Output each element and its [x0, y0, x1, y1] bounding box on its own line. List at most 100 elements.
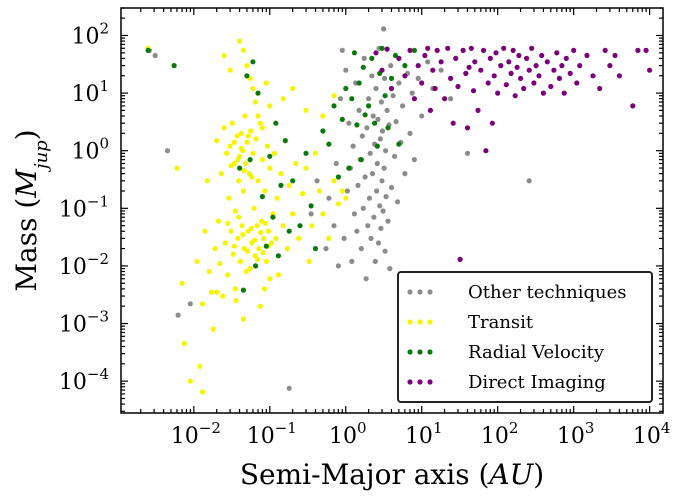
data-point [308, 203, 314, 209]
data-point [643, 47, 649, 54]
data-point [466, 64, 472, 70]
data-point [225, 220, 231, 226]
data-point [320, 128, 326, 134]
data-point [230, 251, 236, 257]
data-point [236, 178, 242, 184]
data-point [559, 63, 565, 69]
data-point [354, 228, 360, 234]
data-point [235, 235, 241, 241]
data-point [308, 211, 314, 217]
legend-label: Direct Imaging [468, 372, 606, 393]
data-point [250, 59, 256, 65]
data-point [268, 240, 274, 246]
data-point [383, 148, 389, 154]
data-point [293, 160, 299, 167]
data-point [326, 141, 332, 147]
data-point [472, 59, 478, 65]
data-point [364, 125, 370, 131]
data-point [312, 246, 319, 252]
x-tick-label: 103 [557, 419, 595, 449]
legend-marker [427, 289, 433, 295]
data-point [487, 55, 493, 62]
data-point [152, 52, 158, 59]
data-point [262, 188, 268, 194]
data-point [228, 163, 234, 169]
data-point [282, 138, 288, 144]
data-point [366, 96, 372, 102]
legend-label: Transit [468, 312, 534, 333]
data-point [508, 70, 514, 76]
data-point [346, 120, 352, 126]
data-point [415, 75, 421, 81]
data-point [267, 276, 273, 282]
data-point [349, 96, 355, 102]
data-point [300, 191, 306, 197]
data-point [254, 223, 260, 229]
data-point [255, 178, 261, 184]
data-point [358, 246, 364, 252]
data-point [379, 45, 385, 51]
data-point [378, 99, 384, 105]
data-point [256, 246, 262, 252]
data-point [239, 223, 245, 229]
data-point [360, 205, 366, 211]
data-point [590, 73, 596, 79]
data-point [145, 47, 151, 54]
data-point [510, 47, 516, 54]
data-point [273, 235, 279, 241]
data-point [450, 120, 456, 126]
data-point [275, 253, 281, 259]
data-point [221, 52, 227, 59]
data-point [374, 160, 380, 167]
data-point [333, 160, 339, 167]
data-point [263, 243, 269, 249]
data-point [470, 88, 477, 94]
data-point [222, 240, 228, 246]
data-point [350, 143, 356, 149]
data-point [556, 75, 563, 81]
data-point [493, 50, 499, 56]
data-point [512, 93, 518, 99]
data-point [226, 195, 232, 201]
data-point [202, 228, 208, 234]
data-point [377, 203, 383, 209]
data-point [265, 228, 271, 234]
legend-box [397, 271, 653, 403]
data-point [385, 125, 391, 131]
data-point [379, 178, 385, 184]
data-point [227, 143, 233, 149]
data-point [243, 268, 249, 275]
data-point [303, 150, 309, 156]
data-point [374, 188, 380, 194]
data-point [346, 165, 352, 171]
data-point [259, 194, 265, 200]
data-point [526, 178, 532, 184]
tick-labels: 10−2 10−1 100 101 102 103 104 10−4 10−3 10−2 10−1 1… [59, 19, 671, 449]
data-point [258, 229, 264, 236]
data-point [224, 150, 230, 156]
data-point [356, 80, 362, 86]
data-point [365, 223, 371, 229]
data-point [427, 107, 433, 113]
data-point [457, 256, 463, 262]
data-point [548, 83, 554, 90]
data-point [331, 223, 337, 229]
data-point [331, 93, 337, 99]
data-point [245, 133, 251, 139]
data-point [323, 246, 329, 252]
data-point [584, 52, 590, 59]
data-point [290, 211, 296, 217]
data-point [382, 248, 388, 254]
data-point [253, 136, 259, 142]
data-point [343, 195, 349, 201]
legend-marker [407, 319, 413, 325]
data-point [240, 287, 246, 293]
data-point [199, 389, 206, 395]
data-point [533, 63, 539, 69]
data-point [229, 120, 235, 126]
data-point [635, 47, 641, 54]
data-point [396, 80, 402, 86]
data-point [567, 70, 573, 76]
data-point [432, 85, 438, 92]
legend-marker [407, 349, 413, 355]
